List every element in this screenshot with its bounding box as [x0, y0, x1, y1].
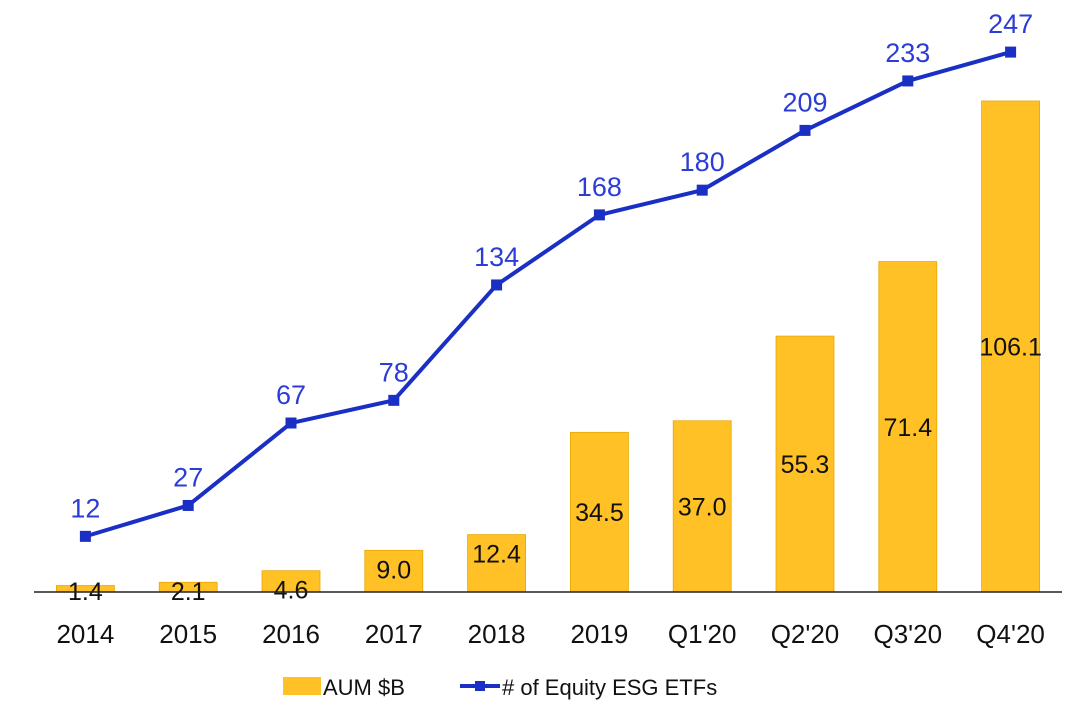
aum-bar-label-Q120: 37.0 [678, 493, 727, 521]
x-tick-label-Q320: Q3'20 [874, 619, 943, 649]
legend-swatch-aum [283, 677, 321, 695]
legend-swatch-etf-count-marker [475, 681, 485, 691]
etf-count-marker-2017 [388, 394, 400, 406]
etf-count-marker-2014 [79, 530, 91, 542]
aum-bar-2017 [364, 549, 424, 593]
aum-bar-label-2017: 9.0 [376, 556, 411, 584]
etf-count-marker-Q220 [799, 124, 811, 136]
x-tick-label-2015: 2015 [159, 619, 217, 649]
etf-count-label-2019: 168 [577, 172, 622, 202]
aum-bar-2019 [570, 431, 629, 593]
x-axis-tick-labels: 2014 2015 2016 2017 2018 2019 Q1'20 Q2'20 Q3'20 Q… [56, 619, 1044, 649]
x-tick-label-2014: 2014 [56, 619, 114, 649]
x-tick-label-2016: 2016 [262, 619, 320, 649]
aum-bar-Q120 [672, 420, 732, 593]
legend-label-aum: AUM $B [323, 675, 405, 700]
aum-bar-label-2018: 12.4 [472, 541, 521, 569]
etf-count-marker-Q120 [696, 184, 708, 196]
etf-count-label-2016: 67 [276, 380, 306, 410]
aum-bar-Q220 [775, 335, 835, 593]
aum-bar-Q420 [981, 100, 1040, 593]
etf-count-label-Q320: 233 [885, 38, 930, 68]
etf-count-label-2018: 134 [474, 242, 519, 272]
etf-count-marker-2018 [491, 279, 503, 291]
etf-count-marker-Q420 [1005, 46, 1017, 58]
x-tick-label-Q220: Q2'20 [771, 619, 840, 649]
aum-bar-label-Q420: 106.1 [979, 334, 1042, 362]
aum-bar-Q320 [878, 261, 938, 593]
etf-count-marker-2019 [593, 209, 605, 221]
x-tick-label-2019: 2019 [570, 619, 628, 649]
etf-count-line-series [79, 46, 1017, 542]
etf-count-marker-Q320 [902, 75, 914, 87]
x-tick-label-2018: 2018 [468, 619, 526, 649]
etf-count-marker-2015 [182, 499, 194, 511]
legend: AUM $B # of Equity ESG ETFs [283, 675, 717, 700]
etf-count-labels: 12 27 67 78 134 168 180 209 233 247 [70, 9, 1033, 523]
x-tick-label-Q420: Q4'20 [976, 619, 1045, 649]
etf-count-line [84, 50, 1012, 539]
etf-count-label-Q120: 180 [680, 147, 725, 177]
x-tick-label-2017: 2017 [365, 619, 423, 649]
aum-bar-2018 [467, 534, 527, 593]
aum-bars [56, 100, 1040, 593]
etf-count-label-2015: 27 [173, 462, 203, 492]
aum-bar-label-2016: 4.6 [274, 577, 309, 605]
x-tick-label-Q120: Q1'20 [668, 619, 737, 649]
etf-count-label-Q420: 247 [988, 9, 1033, 39]
aum-bar-label-Q320: 71.4 [883, 414, 932, 442]
etf-count-marker-2016 [285, 417, 297, 429]
aum-bar-label-Q220: 55.3 [781, 451, 830, 479]
legend-label-etf-count: # of Equity ESG ETFs [502, 675, 717, 700]
etf-count-label-2017: 78 [379, 357, 409, 387]
aum-bar-label-2019: 34.5 [575, 499, 624, 527]
etf-count-label-2014: 12 [70, 493, 100, 523]
etf-count-label-Q220: 209 [782, 87, 827, 117]
